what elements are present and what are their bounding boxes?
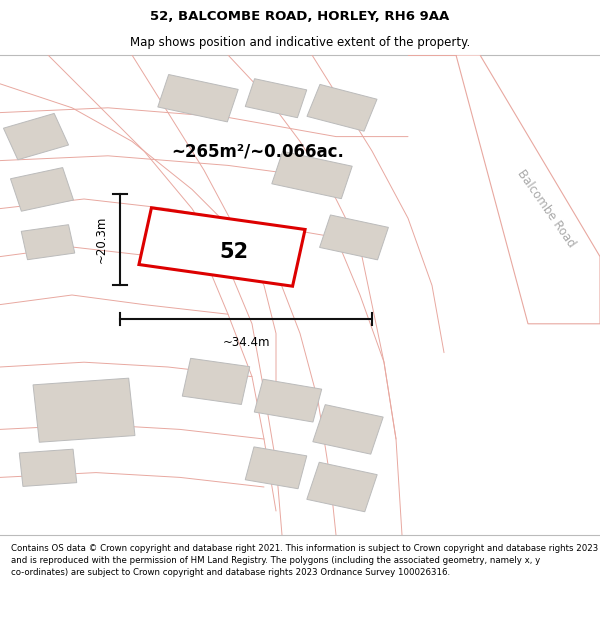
Text: 52, BALCOMBE ROAD, HORLEY, RH6 9AA: 52, BALCOMBE ROAD, HORLEY, RH6 9AA xyxy=(151,10,449,23)
Text: ~20.3m: ~20.3m xyxy=(95,216,108,264)
Polygon shape xyxy=(408,55,600,324)
Polygon shape xyxy=(307,84,377,131)
Polygon shape xyxy=(245,447,307,489)
Polygon shape xyxy=(33,378,135,442)
Polygon shape xyxy=(307,462,377,512)
Polygon shape xyxy=(254,379,322,422)
Polygon shape xyxy=(158,74,238,122)
Polygon shape xyxy=(4,113,68,160)
Polygon shape xyxy=(182,358,250,404)
Text: ~34.4m: ~34.4m xyxy=(222,336,270,349)
Text: Contains OS data © Crown copyright and database right 2021. This information is : Contains OS data © Crown copyright and d… xyxy=(11,544,598,577)
Text: 52: 52 xyxy=(220,242,248,262)
Polygon shape xyxy=(245,79,307,118)
Text: ~265m²/~0.066ac.: ~265m²/~0.066ac. xyxy=(172,142,344,160)
Polygon shape xyxy=(320,215,388,260)
Polygon shape xyxy=(313,404,383,454)
Text: Map shows position and indicative extent of the property.: Map shows position and indicative extent… xyxy=(130,36,470,49)
Polygon shape xyxy=(19,449,77,486)
Polygon shape xyxy=(272,151,352,199)
Polygon shape xyxy=(10,168,74,211)
Polygon shape xyxy=(21,224,75,260)
Polygon shape xyxy=(139,208,305,286)
Text: Balcombe Road: Balcombe Road xyxy=(514,168,578,250)
